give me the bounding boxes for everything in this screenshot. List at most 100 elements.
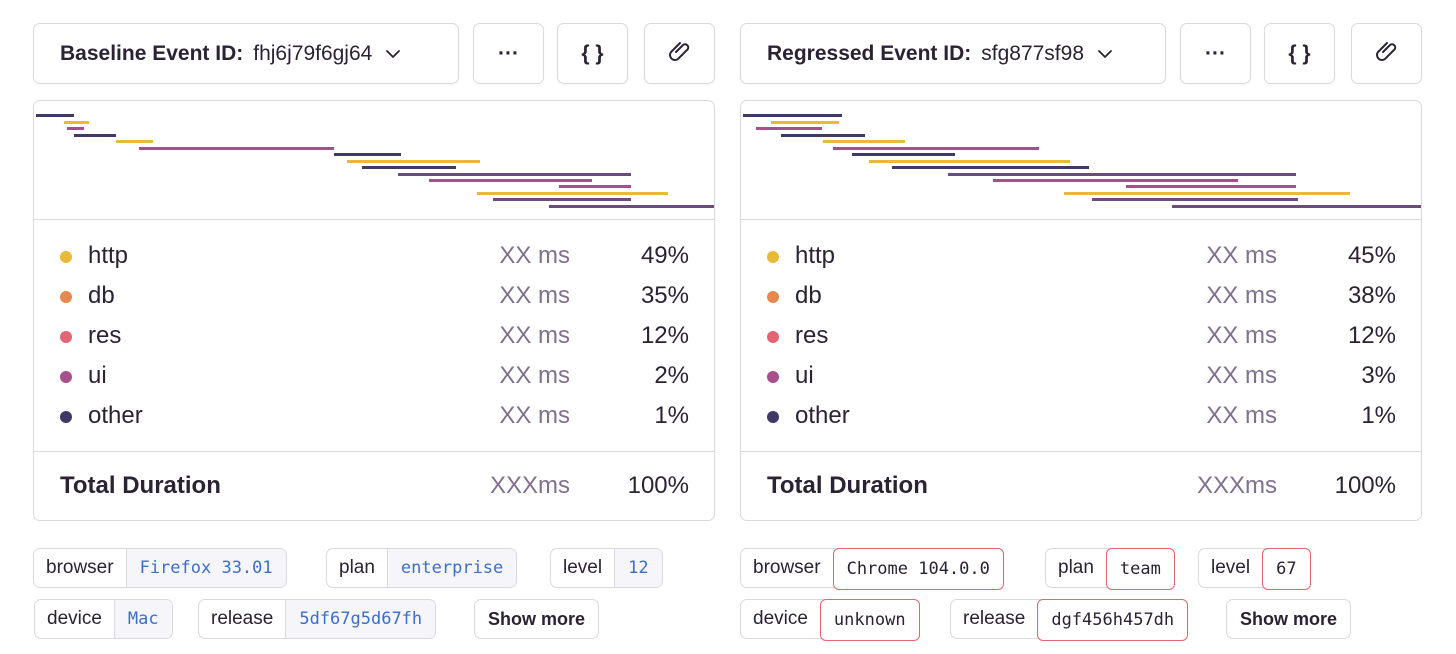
span-bar [852,153,955,156]
regressed-attachments-button[interactable] [1351,23,1422,84]
span-bar [771,121,839,124]
tag-plan[interactable]: plan team [1045,548,1175,590]
db-dot-icon [60,291,72,303]
other-dot-icon [767,411,779,423]
op-percent: 1% [654,402,689,429]
show-more-button[interactable]: Show more [1226,599,1352,639]
baseline-minimap-svg [36,114,714,208]
span-bar [334,153,401,156]
op-duration: XX ms [1206,242,1277,269]
op-percent: 12% [640,322,689,349]
tag-level[interactable]: level 12 [550,548,663,588]
regressed-toolbar: Regressed Event ID: sfg877sf98 ··· { } [740,23,1422,84]
baseline-json-button[interactable]: { } [557,23,628,84]
tag-key: device [753,608,808,629]
tag-value-changed: Chrome 104.0.0 [832,548,1004,590]
op-name: db [795,282,822,309]
span-bar [743,114,842,117]
ellipsis-icon: ··· [1205,41,1226,65]
tag-value: enterprise [387,549,517,587]
span-bar [347,160,480,163]
baseline-attachments-button[interactable] [644,23,715,84]
total-duration-value: XXXms [489,472,570,499]
baseline-span-card: http XX ms 49% db XX ms 35% res XX ms 12… [33,100,715,521]
regressed-total-row: Total Duration XXXms 100% [741,451,1421,520]
tag-value: Firefox 33.01 [126,549,286,587]
op-duration: XX ms [499,362,570,389]
op-duration: XX ms [1206,282,1277,309]
op-percent: 38% [1347,282,1396,309]
span-bar [1126,185,1296,188]
op-percent: 12% [1347,322,1396,349]
span-bar [139,147,334,150]
op-row-ui: ui XX ms 3% [741,356,1421,396]
regressed-event-selector[interactable]: Regressed Event ID: sfg877sf98 [740,23,1166,84]
tag-device[interactable]: device Mac [34,599,173,639]
baseline-event-id: fhj6j79f6gj64 [253,41,373,65]
regressed-panel: Regressed Event ID: sfg877sf98 ··· { } [740,0,1430,654]
tag-key: release [963,608,1026,629]
tag-key: level [551,549,616,587]
baseline-span-minimap[interactable] [34,101,714,220]
baseline-more-button[interactable]: ··· [473,23,544,84]
op-row-other: other XX ms 1% [34,396,714,436]
span-bar [1092,198,1298,201]
span-bar [1064,192,1350,195]
show-more-button[interactable]: Show more [474,599,600,639]
op-name: other [795,402,850,429]
regressed-op-breakdown: http XX ms 45% db XX ms 38% res XX ms 12… [741,236,1421,436]
op-percent: 35% [640,282,689,309]
span-bar [398,173,631,176]
res-dot-icon [767,331,779,343]
span-bar [64,121,89,124]
op-row-ui: ui XX ms 2% [34,356,714,396]
op-duration: XX ms [1206,362,1277,389]
total-percent: 100% [1334,472,1396,499]
regressed-minimap-svg [743,114,1421,208]
tag-browser[interactable]: browser Chrome 104.0.0 [740,548,1004,590]
op-duration: XX ms [1206,402,1277,429]
span-bar [429,179,592,182]
op-row-http: http XX ms 45% [741,236,1421,276]
tag-level[interactable]: level 67 [1198,548,1311,590]
json-braces-icon: { } [581,41,604,65]
ellipsis-icon: ··· [498,41,519,65]
span-bar [781,134,865,137]
regressed-event-id: sfg877sf98 [981,41,1084,65]
res-dot-icon [60,331,72,343]
span-bar [116,140,153,143]
span-bar [493,198,631,201]
op-percent: 3% [1361,362,1396,389]
other-dot-icon [60,411,72,423]
op-name: db [88,282,115,309]
span-bar [823,140,905,143]
ui-dot-icon [60,371,72,383]
tag-release[interactable]: release 5df67g5d67fh [198,599,437,639]
http-dot-icon [60,251,72,263]
regressed-span-minimap[interactable] [741,101,1421,220]
tag-key: device [35,600,115,638]
op-percent: 49% [640,242,689,269]
tag-key: level [1211,557,1251,578]
op-row-res: res XX ms 12% [741,316,1421,356]
regressed-more-button[interactable]: ··· [1180,23,1251,84]
tag-device[interactable]: device unknown [740,599,920,641]
op-duration: XX ms [499,242,570,269]
tag-value-changed: team [1105,548,1175,590]
regressed-json-button[interactable]: { } [1264,23,1335,84]
tag-release[interactable]: release dgf456h457dh [950,599,1189,641]
baseline-event-selector[interactable]: Baseline Event ID: fhj6j79f6gj64 [33,23,459,84]
tag-key: plan [327,549,388,587]
op-duration: XX ms [499,282,570,309]
tag-browser[interactable]: browser Firefox 33.01 [33,548,287,588]
total-percent: 100% [627,472,689,499]
span-bar [67,127,84,130]
tag-plan[interactable]: plan enterprise [326,548,518,588]
op-name: http [795,242,836,269]
total-duration-value: XXXms [1196,472,1277,499]
tag-key: browser [34,549,127,587]
paperclip-icon [1374,38,1400,70]
total-duration-label: Total Duration [767,472,928,499]
op-percent: 45% [1347,242,1396,269]
op-name: other [88,402,143,429]
